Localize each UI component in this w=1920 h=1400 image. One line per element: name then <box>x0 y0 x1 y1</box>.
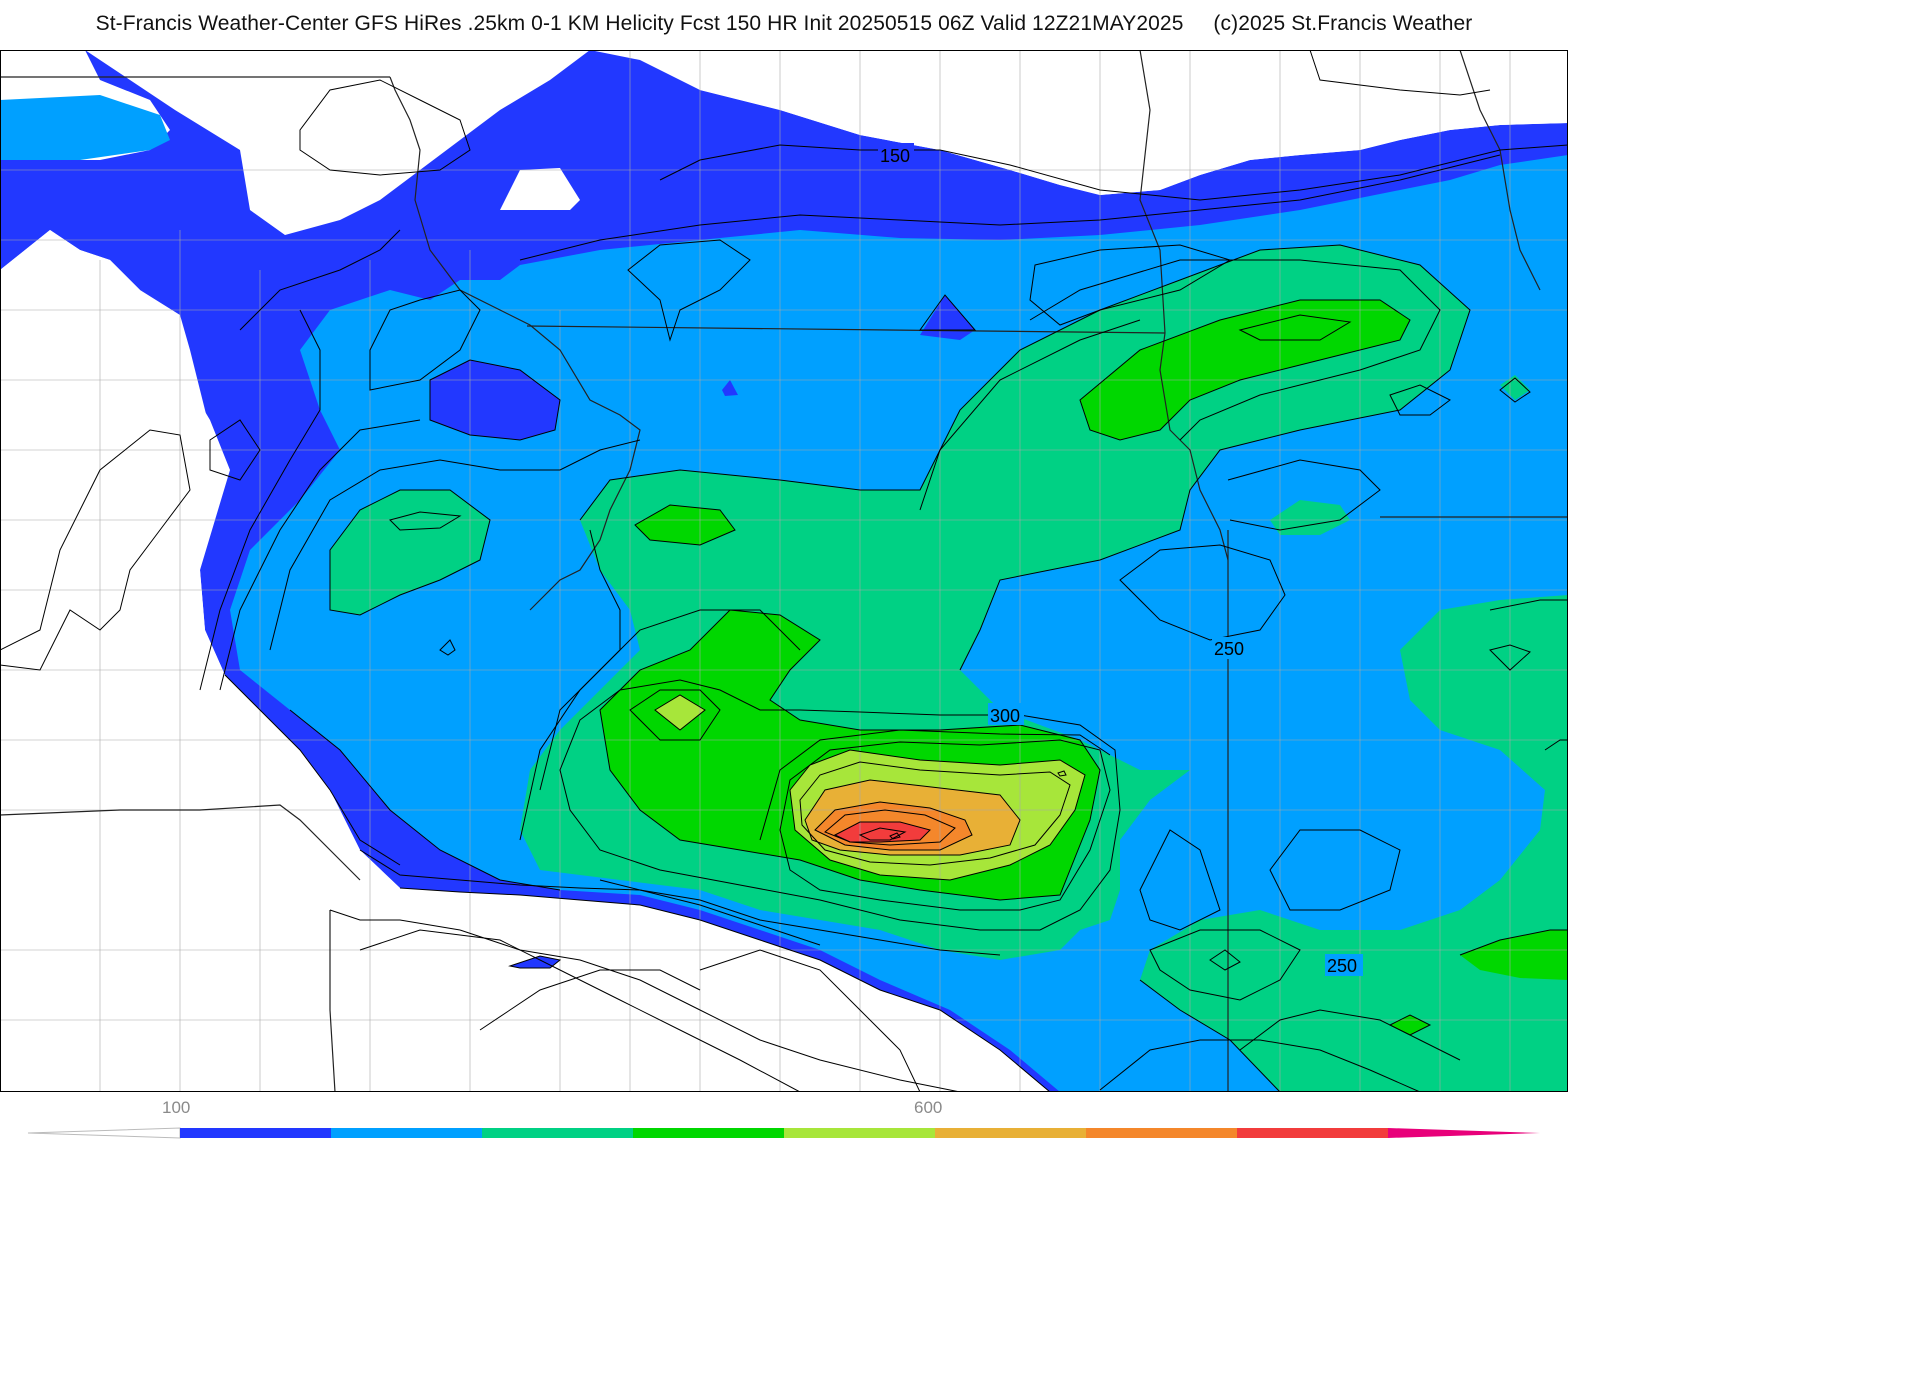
legend-label-600: 600 <box>914 1098 942 1117</box>
helicity-contours <box>0 50 1568 1092</box>
helicity-band-250-se <box>1140 595 1568 1092</box>
helicity-band-200-nw <box>0 95 170 160</box>
contour-label-bg <box>878 143 914 165</box>
contour-label-bg <box>1212 637 1250 659</box>
legend-label-100: 100 <box>162 1098 190 1117</box>
helicity-band-150-island <box>510 956 560 968</box>
low-helicity-area <box>0 230 460 920</box>
legend-swatch <box>1086 1128 1238 1138</box>
legend-high-triangle <box>1388 1128 1540 1138</box>
helicity-band-300-se <box>1460 930 1568 980</box>
helicity-band-500 <box>835 822 930 842</box>
low-helicity-area <box>0 900 960 1092</box>
contour-label-250: 250 <box>1214 639 1244 659</box>
helicity-band-250-east-small <box>1500 375 1530 400</box>
contour-label-250: 250 <box>1327 956 1357 976</box>
legend-swatch <box>1237 1128 1389 1138</box>
legend-swatch <box>935 1128 1087 1138</box>
contour-label-300: 300 <box>990 706 1020 726</box>
map-frame <box>0 50 1568 1092</box>
helicity-band-150-island <box>722 380 738 396</box>
helicity-band-150-island <box>920 295 975 340</box>
legend-swatches <box>180 1128 1389 1138</box>
title-copyright: (c)2025 St.Francis Weather <box>1213 12 1473 35</box>
contour-label-bg <box>988 703 1024 725</box>
state-borders <box>0 50 1568 1092</box>
low-helicity-area <box>640 50 1568 195</box>
helicity-band-300 <box>635 505 735 545</box>
county-lines <box>0 50 1568 1092</box>
helicity-band-350 <box>655 695 705 730</box>
contour-label-150: 150 <box>880 146 910 166</box>
legend-swatch <box>331 1128 483 1138</box>
title-main: St-Francis Weather-Center GFS HiRes .25k… <box>95 12 1184 35</box>
legend-swatch <box>180 1128 332 1138</box>
legend-low-triangle <box>27 1127 181 1139</box>
helicity-band-250-east <box>1270 500 1350 535</box>
low-helicity-area <box>500 168 580 210</box>
map-title: St-Francis Weather-Center GFS HiRes .25k… <box>0 12 1568 36</box>
legend-swatch <box>482 1128 634 1138</box>
helicity-map: 150 300 250 250 <box>0 50 1568 1092</box>
low-helicity-area <box>85 50 590 235</box>
legend-swatch <box>784 1128 936 1138</box>
contour-label-bg <box>1325 954 1363 976</box>
legend-swatch <box>633 1128 785 1138</box>
color-legend: 100 600 <box>27 1098 1540 1139</box>
